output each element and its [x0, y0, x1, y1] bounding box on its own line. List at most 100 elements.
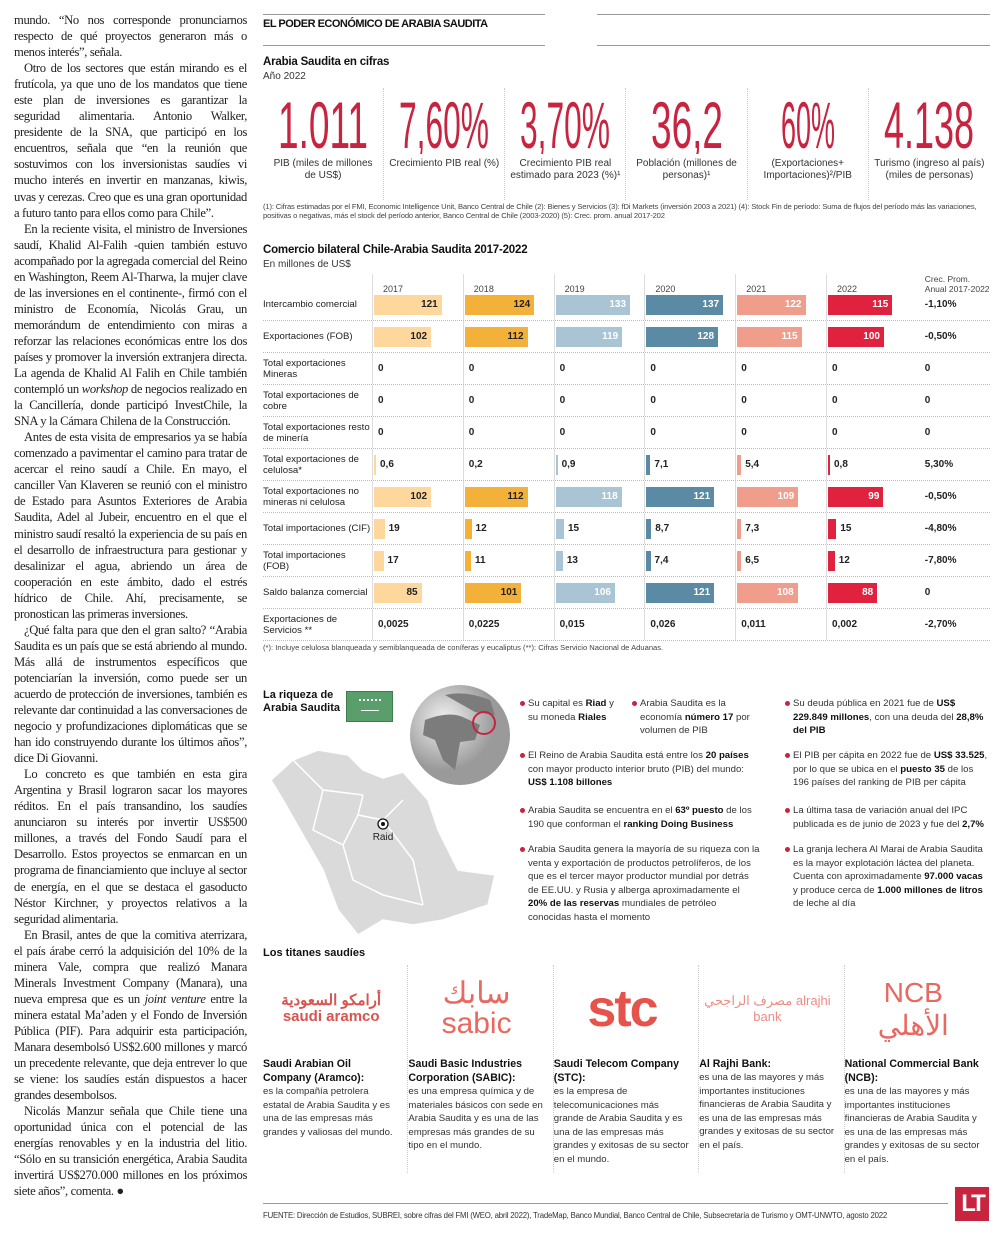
stat-value-graphic: 1.011: [278, 88, 368, 154]
bar: [555, 454, 558, 475]
value-cell: 108: [735, 577, 826, 608]
bar-value: 0,011: [741, 619, 766, 630]
value-cell: 0,2: [462, 449, 554, 480]
bar: 137: [646, 294, 724, 315]
lt-logo: LT: [955, 1187, 989, 1221]
bar-value: 0: [378, 427, 384, 438]
bar-value: 0: [741, 427, 747, 438]
growth-value: -0,50%: [924, 331, 957, 342]
value-cell: 0: [735, 385, 826, 416]
value-cell: 7,1: [644, 449, 735, 480]
row-label: Total exportaciones resto de minería: [263, 421, 370, 444]
growth-value: 0: [924, 363, 931, 374]
bar-value: 15: [567, 523, 580, 534]
value-cell: 133: [553, 289, 645, 320]
article-paragraph: Antes de esta visita de empresarios ya s…: [14, 429, 247, 622]
bar: 122: [737, 294, 806, 315]
value-cell: 11: [462, 545, 554, 576]
bar-value: 8,7: [655, 523, 670, 534]
bar: 115: [737, 326, 802, 347]
text-segment: , por lo que se ubica en el: [793, 750, 988, 775]
text-segment: Arabia Saudita genera la mayoría de su r…: [528, 844, 760, 896]
bar-value: 0: [741, 363, 747, 374]
table-row: Saldo balanza comercial 85 101 106 121 108 88 0: [263, 577, 990, 609]
article-paragraph: Otro de los sectores que están mirando e…: [14, 60, 247, 220]
bar: [827, 454, 830, 475]
bar-value: 17: [387, 555, 399, 566]
bar: [555, 550, 563, 571]
stat-population: 36,2 Población (millones de personas)¹: [626, 88, 748, 200]
bar-value: 0,026: [650, 619, 676, 630]
text-segment: ¿Qué falta para que den el gran salto? “…: [14, 622, 247, 766]
text-segment: de negocios realizado en la Cancillería,…: [14, 382, 247, 429]
article-paragraph: Lo concreto es que también en esta gira …: [14, 766, 247, 926]
bar-value: 12: [838, 555, 850, 566]
value-cell: 12: [462, 513, 554, 544]
value-cell: 106: [553, 577, 645, 608]
text-segment: 97.000 vacas: [924, 871, 983, 883]
fact-item: Su capital es Riad y su moneda Riales: [520, 697, 625, 724]
bar: 124: [464, 294, 535, 315]
text-segment: El Reino de Arabia Saudita está entre lo…: [528, 750, 706, 761]
fact-item: Arabia Saudita genera la mayoría de su r…: [520, 843, 760, 925]
article-paragraph: Nicolás Manzur señala que Chile tiene un…: [14, 1103, 247, 1199]
bar: 106: [555, 582, 615, 603]
bar-value: 0,8: [833, 459, 848, 470]
value-cell: 137: [644, 289, 735, 320]
bar-value: 0,6: [380, 459, 394, 470]
text-segment: puesto 35: [900, 763, 946, 775]
value-cell: 115: [735, 321, 826, 352]
table-header: 2017 2018 2019 2020 2021 2022 Crec. Prom. Anua…: [263, 274, 990, 294]
text-segment: y su moneda: [528, 698, 614, 723]
value-cell: 0: [644, 385, 735, 416]
row-label: Total exportaciones de cobre: [263, 389, 359, 412]
value-cell: 121: [644, 577, 735, 608]
growth-header: Crec. Prom. Anual 2017-2022: [924, 274, 990, 294]
bar-value: 0: [831, 363, 838, 374]
company-description: es una empresa química y de materiales b…: [408, 1086, 543, 1152]
bar-value: 13: [566, 555, 578, 566]
table-row: Total exportaciones Mineras 0 0 0 0 0 0 0: [263, 353, 990, 385]
bar: [646, 454, 651, 475]
value-cell: 128: [644, 321, 735, 352]
bar: 109: [737, 486, 799, 507]
fact-item: La granja lechera Al Marai de Arabia Sau…: [785, 843, 990, 911]
value-cell: 7,3: [735, 513, 826, 544]
infographic-title: EL PODER ECONÓMICO DE ARABIA SAUDITA: [263, 18, 488, 30]
flag-sword-icon: [361, 710, 379, 711]
value-cell: 0,011: [735, 609, 826, 640]
article-body: mundo. “No nos corresponde pronunciarnos…: [14, 12, 247, 1227]
bar-value: 0: [831, 427, 838, 438]
bar: [827, 518, 837, 539]
divider: [597, 45, 990, 46]
company-card: أرامكو السعودية saudi aramco Saudi Arabia…: [263, 965, 409, 1173]
text-segment: , con una deuda del: [869, 711, 957, 723]
text-segment: En Brasil, antes de que la comitiva ater…: [14, 927, 247, 1006]
stat-value-graphic: 60%: [781, 88, 835, 154]
text-segment: Arabia Saudita se encuentra en el: [528, 805, 676, 816]
globe-continents: [423, 693, 495, 770]
row-label: Saldo balanza comercial: [263, 587, 368, 598]
value-cell: 13: [553, 545, 645, 576]
row-label: Total importaciones (FOB): [263, 549, 346, 572]
row-label: Total exportaciones de celulosa*: [263, 453, 359, 476]
bar-value: 0: [468, 363, 475, 374]
bar: [555, 518, 564, 539]
table-row: Total exportaciones no mineras ni celulo…: [263, 481, 990, 513]
year-header: 2022: [825, 274, 917, 294]
bar-value: 12: [475, 523, 487, 534]
bar-value: 0: [831, 395, 838, 406]
bar-value: 19: [388, 523, 400, 534]
comercio-subtitle: En millones de US$: [263, 259, 351, 270]
stat-value-graphic: 4.138: [884, 88, 974, 154]
bar-value: 0,2: [468, 459, 483, 470]
stat-value-graphic: 7,60%: [399, 88, 489, 154]
text-segment: de leche al día: [793, 898, 856, 910]
text-segment: Antes de esta visita de empresarios ya s…: [14, 430, 247, 621]
fact-item: El Reino de Arabia Saudita está entre lo…: [520, 749, 760, 790]
bar: [737, 518, 742, 539]
year-header: 2019: [553, 274, 645, 294]
value-cell: 17: [372, 545, 463, 576]
table-row: Total exportaciones de cobre 0 0 0 0 0 0 0: [263, 385, 990, 417]
company-logo: سابك sabic: [441, 977, 512, 1040]
